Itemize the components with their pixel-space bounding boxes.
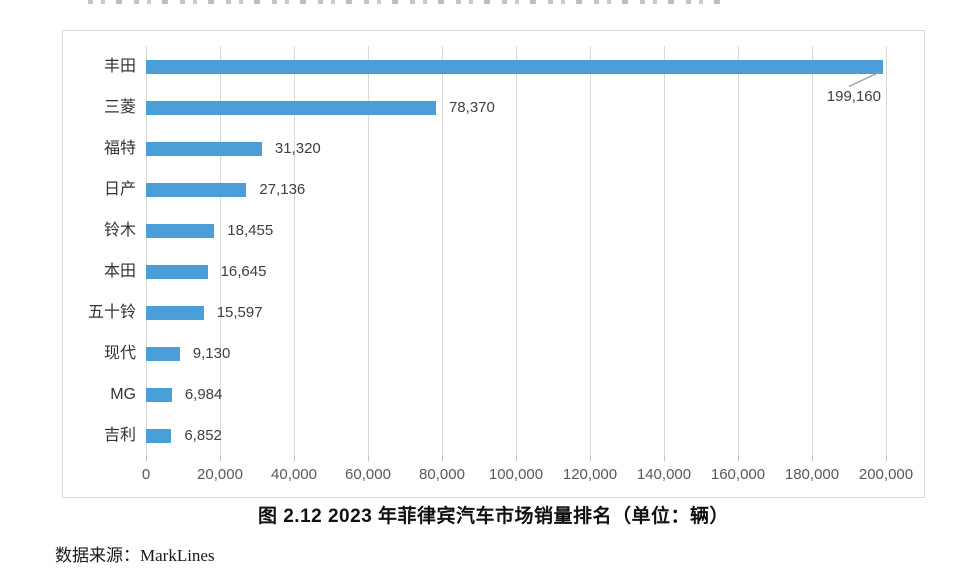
gridline (664, 46, 665, 456)
gridline (442, 46, 443, 456)
value-label: 78,370 (448, 98, 495, 116)
category-label: 现代 (103, 344, 136, 362)
gridline (220, 46, 221, 456)
axis-tick (738, 456, 739, 461)
axis-tick (886, 456, 887, 461)
category-label: 日产 (103, 180, 136, 198)
value-label: 9,130 (192, 344, 231, 362)
callout-label: 199,160 (826, 87, 881, 105)
category-label: 吉利 (103, 426, 136, 444)
x-axis-label: 80,000 (419, 466, 465, 483)
gridline (812, 46, 813, 456)
bar (146, 428, 172, 443)
x-axis-label: 140,000 (636, 466, 692, 483)
value-label: 6,984 (184, 385, 223, 403)
axis-tick (664, 456, 665, 461)
value-label: 31,320 (274, 139, 321, 157)
x-axis-label: 60,000 (345, 466, 391, 483)
x-axis-label: 0 (141, 466, 151, 483)
bar (146, 305, 204, 320)
x-axis-label: 40,000 (271, 466, 317, 483)
gridline (886, 46, 887, 456)
x-axis-label: 20,000 (197, 466, 243, 483)
bar (146, 264, 208, 279)
x-axis-label: 160,000 (710, 466, 766, 483)
category-label: 本田 (103, 262, 136, 280)
category-label: 福特 (103, 139, 136, 157)
axis-tick (368, 456, 369, 461)
category-label: 丰田 (103, 57, 136, 75)
gridline (146, 46, 147, 456)
figure-caption: 图 2.12 2023 年菲律宾汽车市场销量排名（单位：辆） (257, 506, 730, 527)
clipped-text-fragments (88, 0, 728, 4)
bar (146, 141, 262, 156)
bar (146, 346, 180, 361)
gridline (590, 46, 591, 456)
value-label: 15,597 (216, 303, 263, 321)
bar (146, 387, 172, 402)
data-source-line: 数据来源：MarkLines (55, 546, 215, 565)
axis-tick (294, 456, 295, 461)
gridline (516, 46, 517, 456)
category-label: MG (110, 385, 136, 403)
category-label: 铃木 (103, 221, 136, 239)
plot-area: 0 20,000 40,000 60,000 80,000 100,000 120,000 1… (88, 46, 913, 483)
bar (146, 223, 215, 238)
gridline (738, 46, 739, 456)
axis-tick (146, 456, 147, 461)
value-label: 16,645 (220, 262, 267, 280)
axis-tick (220, 456, 221, 461)
category-label: 三菱 (103, 98, 136, 116)
category-label: 五十铃 (87, 303, 136, 321)
axis-tick (590, 456, 591, 461)
axis-tick (442, 456, 443, 461)
bar (146, 100, 436, 115)
x-axis-label: 180,000 (784, 466, 840, 483)
bar (146, 182, 247, 197)
value-label: 6,852 (184, 426, 222, 444)
x-axis-label: 120,000 (562, 466, 618, 483)
x-axis-label: 100,000 (488, 466, 544, 483)
bar-chart-frame: 0 20,000 40,000 60,000 80,000 100,000 120,000 1… (62, 30, 925, 498)
value-label: 18,455 (227, 221, 274, 239)
axis-tick (812, 456, 813, 461)
axis-tick (516, 456, 517, 461)
gridline (368, 46, 369, 456)
bar (146, 59, 883, 74)
x-axis-label: 200,000 (858, 466, 914, 483)
gridline (294, 46, 295, 456)
value-label: 27,136 (259, 180, 306, 198)
